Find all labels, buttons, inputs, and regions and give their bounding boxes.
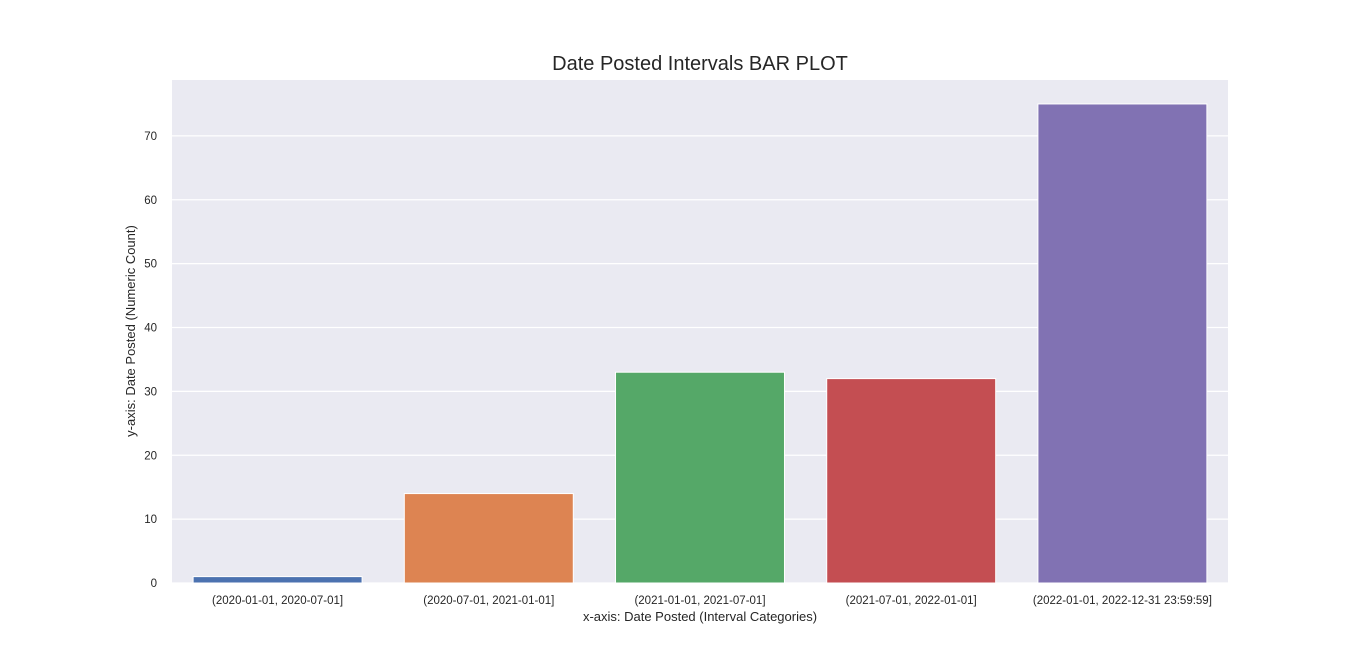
y-tick-label: 20 (144, 450, 157, 462)
y-tick-label: 0 (151, 578, 157, 590)
y-tick-label: 10 (144, 514, 157, 526)
bar (615, 371, 785, 584)
bar (403, 493, 574, 584)
y-tick-label: 30 (144, 386, 157, 398)
chart-title: Date Posted Intervals BAR PLOT (552, 53, 848, 75)
bar (826, 378, 997, 584)
y-axis-label: y-axis: Date Posted (Numeric Count) (123, 225, 138, 437)
x-tick-label: (2020-01-01, 2020-07-01] (212, 595, 343, 607)
y-tick-label: 70 (144, 131, 157, 143)
x-axis-label: x-axis: Date Posted (Interval Categories… (583, 609, 817, 624)
y-tick-label: 40 (144, 323, 157, 335)
x-tick-label: (2022-01-01, 2022-12-31 23:59:59] (1033, 595, 1212, 607)
x-tick-label: (2021-07-01, 2022-01-01] (846, 595, 977, 607)
bars (192, 103, 1208, 584)
bar (1037, 103, 1208, 584)
bar (192, 576, 363, 584)
x-tick-label: (2021-01-01, 2021-07-01] (634, 595, 765, 607)
x-tick-labels: (2020-01-01, 2020-07-01] (2020-07-01, 202… (212, 595, 1212, 607)
x-tick-label: (2020-07-01, 2021-01-01] (423, 595, 554, 607)
y-tick-label: 60 (144, 195, 157, 207)
y-tick-labels: 0 10 20 30 40 50 60 70 (144, 131, 157, 590)
y-tick-label: 50 (144, 259, 157, 271)
